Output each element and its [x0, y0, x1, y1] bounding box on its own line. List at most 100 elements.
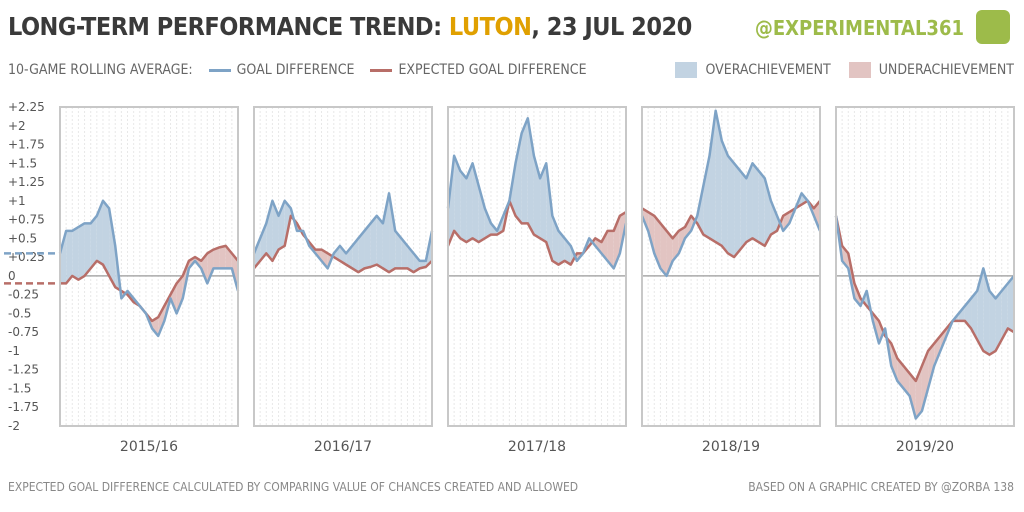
panel-border	[641, 106, 821, 427]
over-area	[60, 230, 67, 284]
over-area	[389, 193, 396, 273]
over-area	[758, 170, 765, 246]
legend-gd: GOAL DIFFERENCE	[208, 62, 354, 78]
over-area	[1001, 283, 1008, 340]
over-area	[370, 215, 377, 267]
over-area	[770, 200, 778, 235]
title-suffix: , 23 JUL 2020	[531, 12, 692, 41]
panel-border	[253, 106, 433, 427]
under-area	[152, 317, 159, 336]
under-area	[666, 230, 673, 276]
over-area	[266, 200, 273, 261]
under-area	[213, 247, 220, 269]
panel-border	[447, 106, 627, 427]
gd-series-line	[252, 192, 434, 270]
y-tick-label: +2.25	[8, 100, 45, 114]
xgd-line-swatch	[370, 68, 393, 72]
season-label: 2015/16	[120, 439, 178, 455]
panel-border	[835, 106, 1015, 427]
over-area	[413, 253, 420, 273]
over-area	[734, 163, 741, 258]
over-area	[721, 140, 728, 254]
legend-under: UNDERACHIEVEMENT	[848, 62, 1014, 78]
under-area	[921, 350, 929, 411]
title-team: LUTON	[448, 12, 532, 41]
y-tick-label: +1.75	[8, 138, 45, 152]
legend-over: OVERACHIEVEMENT	[675, 62, 831, 78]
season-label: 2016/17	[314, 439, 372, 455]
over-swatch	[675, 62, 698, 78]
over-area	[78, 223, 85, 280]
y-tick-label: -1	[8, 344, 20, 358]
panel-border	[59, 106, 239, 427]
over-area	[395, 230, 402, 269]
legend-over-label: OVERACHIEVEMENT	[705, 62, 831, 78]
under-area	[607, 230, 614, 269]
y-tick-label: +1.25	[8, 175, 45, 189]
over-area	[260, 223, 267, 261]
xgd-series-line	[641, 199, 821, 259]
over-area	[460, 170, 467, 243]
over-area	[1007, 275, 1014, 333]
over-area	[521, 118, 528, 224]
over-area	[715, 110, 722, 246]
over-area	[352, 238, 359, 273]
y-tick-label: -1.25	[8, 363, 39, 377]
under-area	[176, 275, 183, 314]
y-tick-label: +1.5	[8, 156, 37, 170]
xgd-series-line	[60, 244, 239, 323]
legend-label: 10-GAME ROLLING AVERAGE:	[8, 62, 193, 78]
y-tick-label: -1.75	[8, 400, 39, 414]
gd-line-swatch	[208, 68, 231, 72]
gd-series-line	[446, 117, 628, 270]
chart-title: LONG-TERM PERFORMANCE TREND: LUTON, 23 J…	[8, 12, 692, 41]
over-area	[709, 110, 716, 243]
over-area	[740, 170, 747, 250]
footer-note: EXPECTED GOAL DIFFERENCE CALCULATED BY C…	[8, 480, 579, 494]
under-area	[158, 305, 165, 336]
y-tick-label: +0.5	[8, 231, 37, 245]
over-area	[995, 290, 1002, 351]
over-area	[72, 227, 79, 280]
season-label: 2017/18	[508, 439, 566, 455]
over-area	[746, 163, 753, 243]
under-area	[909, 373, 916, 419]
brand-handle[interactable]: @EXPERIMENTAL361	[754, 16, 964, 40]
over-area	[484, 208, 491, 239]
legend-under-label: UNDERACHIEVEMENT	[878, 62, 1014, 78]
pitch-logo-icon	[976, 10, 1010, 44]
over-area	[358, 230, 365, 273]
y-tick-label: 0	[8, 269, 16, 283]
over-area	[109, 208, 116, 288]
over-area	[339, 245, 347, 265]
over-area	[466, 163, 473, 243]
under-swatch	[848, 62, 871, 78]
over-area	[454, 155, 461, 239]
over-area	[376, 215, 383, 269]
over-area	[989, 290, 996, 355]
legend-xgd-label: EXPECTED GOAL DIFFERENCE	[398, 62, 587, 78]
over-area	[84, 223, 91, 276]
under-area	[219, 245, 226, 269]
gd-series-line	[640, 109, 822, 278]
gd-series-line	[58, 199, 240, 338]
under-area	[783, 212, 790, 231]
over-area	[102, 200, 110, 276]
over-area	[971, 290, 978, 340]
gd-series-line	[834, 215, 1015, 420]
over-area	[703, 155, 710, 239]
over-area	[752, 163, 759, 243]
legend-right: OVERACHIEVEMENT UNDERACHIEVEMENT	[675, 62, 1014, 78]
over-area	[96, 200, 103, 265]
xgd-series-line	[253, 214, 433, 274]
xgd-series-line	[446, 199, 627, 266]
under-area	[207, 249, 214, 284]
y-tick-label: -2	[8, 419, 20, 433]
under-area	[321, 249, 328, 269]
season-label: 2018/19	[702, 439, 760, 455]
y-tick-label: +2	[8, 119, 26, 133]
over-area	[540, 163, 547, 243]
y-tick-label: -0.75	[8, 325, 39, 339]
over-area	[382, 193, 390, 273]
